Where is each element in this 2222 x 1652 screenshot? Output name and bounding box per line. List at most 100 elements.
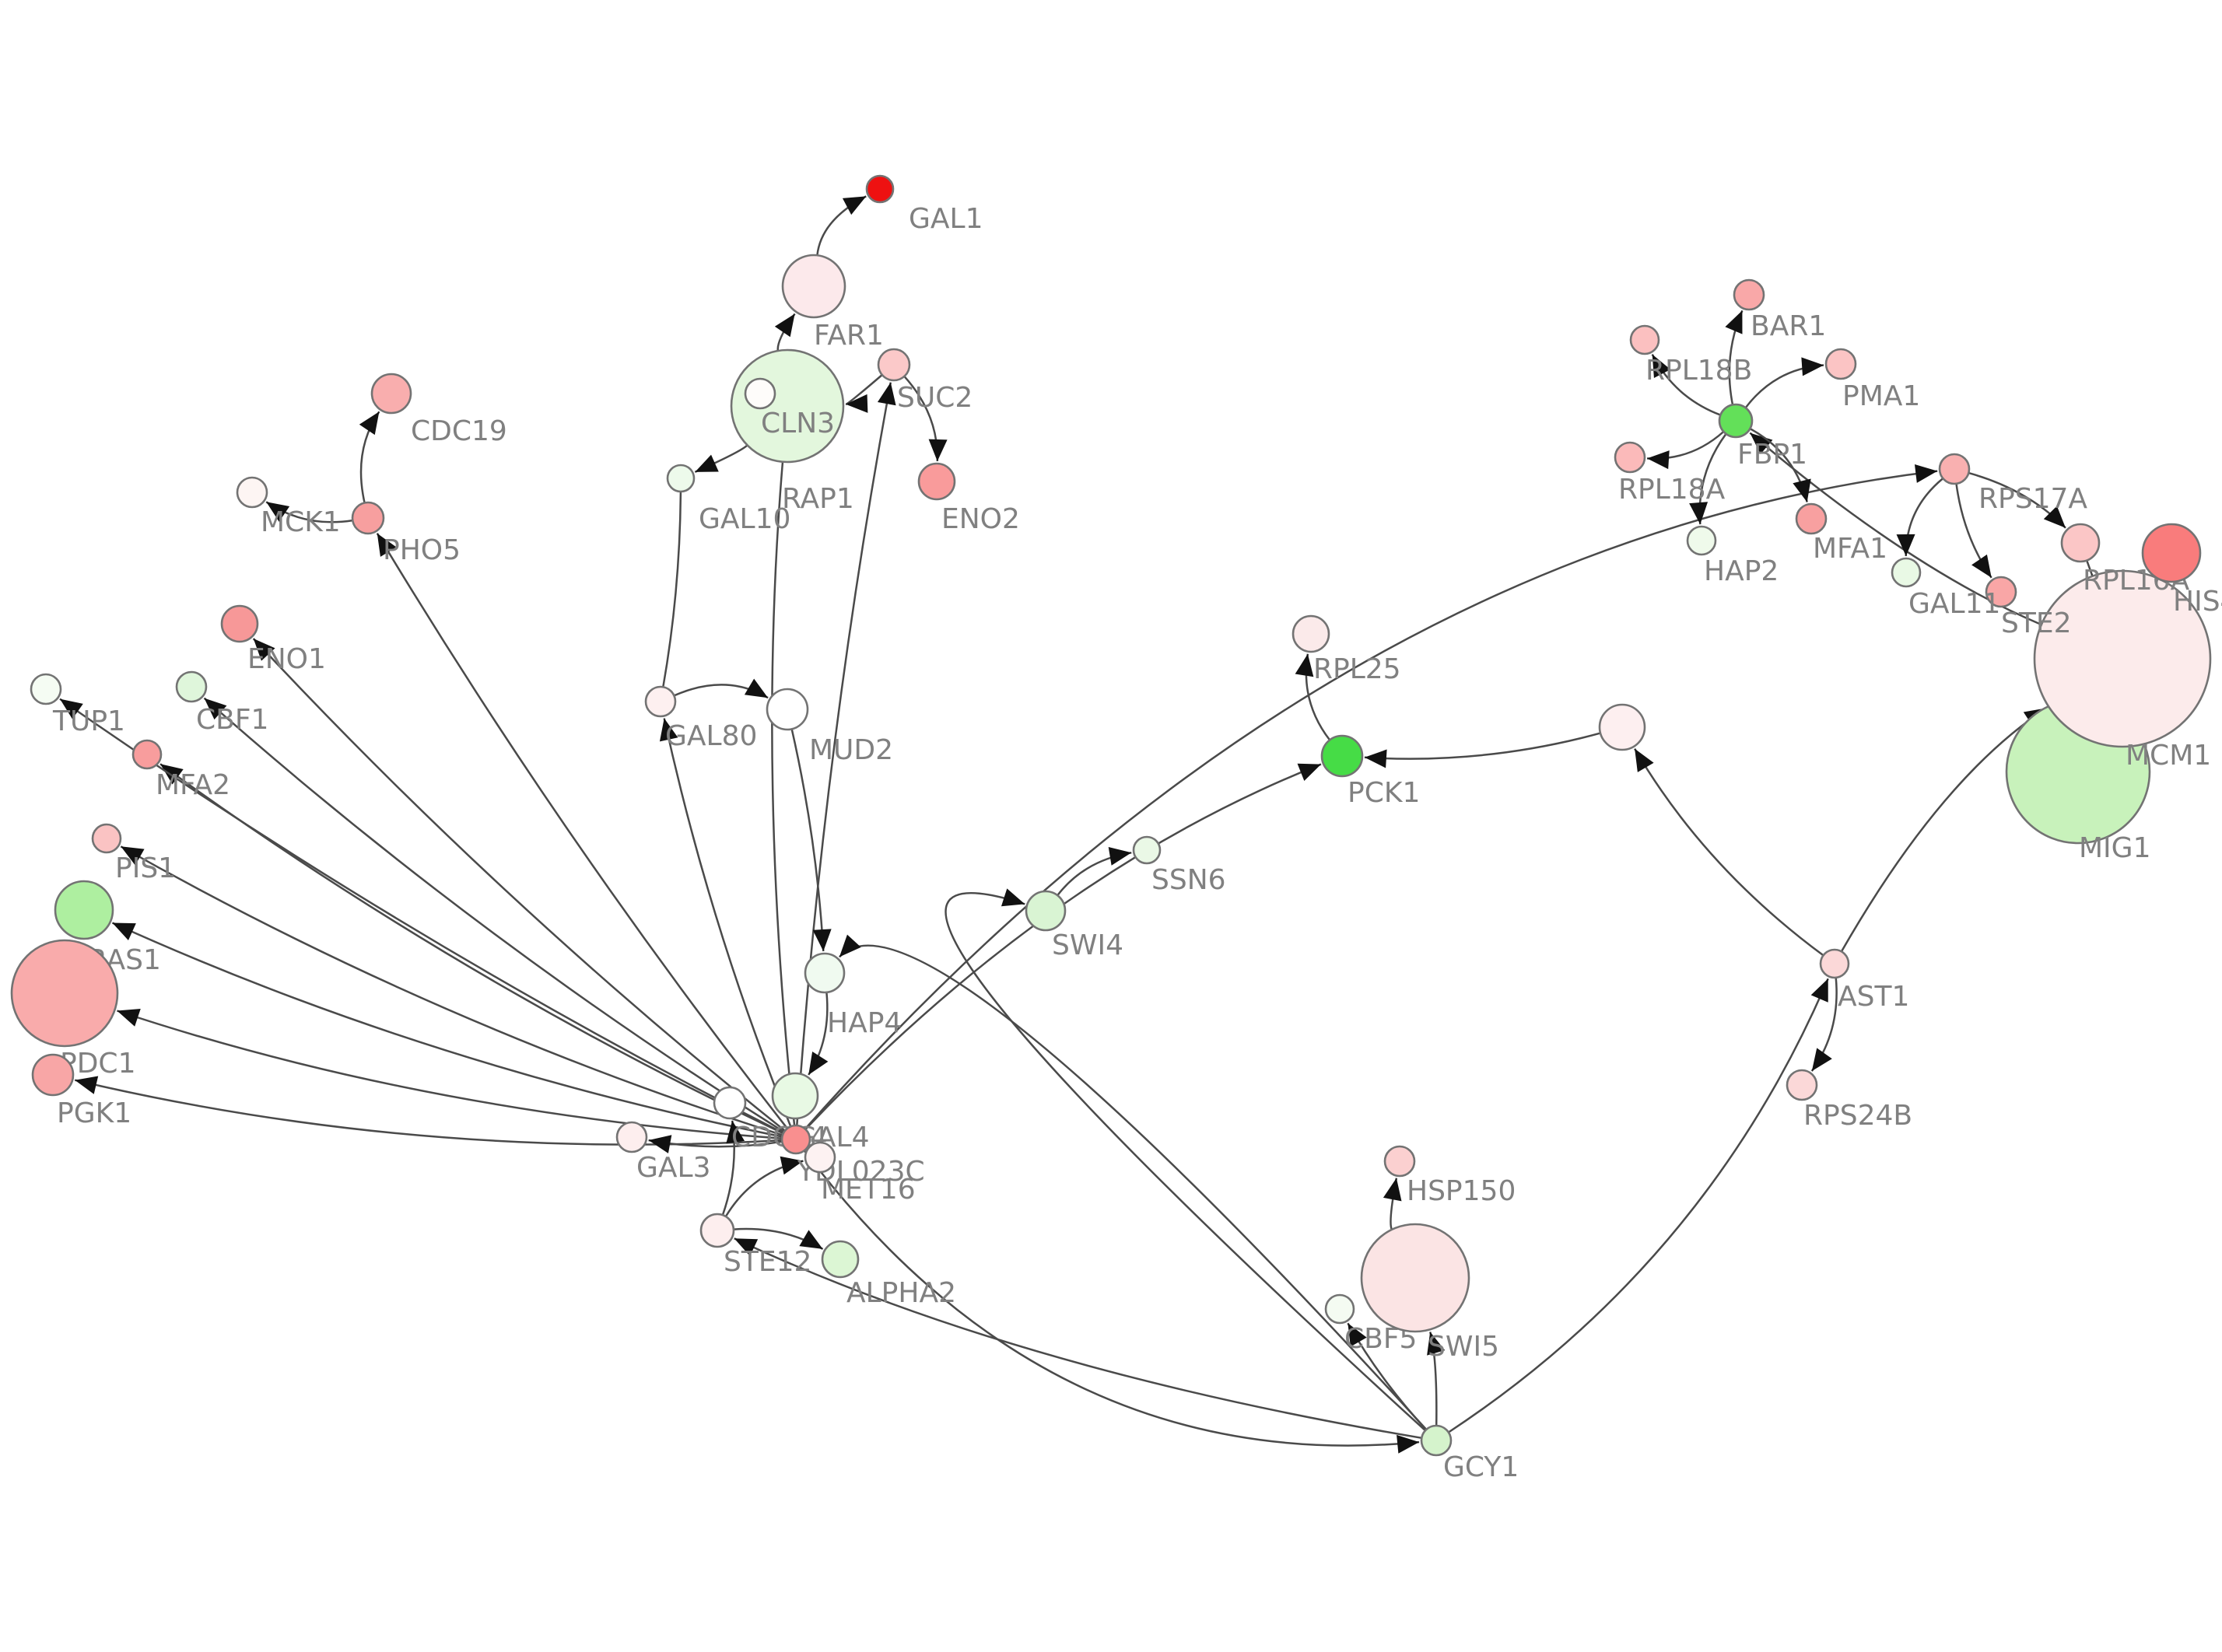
edge-RPS17A-GAL11[interactable] xyxy=(1896,478,1944,557)
edge-YDL023C-PDC1[interactable] xyxy=(117,1008,783,1139)
node-BAR1[interactable] xyxy=(1733,278,1765,311)
edge-FBP1-HAP2[interactable] xyxy=(1689,433,1727,525)
node-unlabeled[interactable] xyxy=(1598,703,1646,751)
node-SWI5[interactable] xyxy=(1360,1223,1470,1333)
node-YDL023C[interactable] xyxy=(780,1124,811,1155)
edge-FBP1-MFA1[interactable] xyxy=(1749,428,1811,502)
edge-RPS17A-RPL16A[interactable] xyxy=(1968,471,2066,529)
node-STE2[interactable] xyxy=(1985,576,2017,608)
edge-GCY1-SWI5[interactable] xyxy=(1427,1332,1446,1426)
edge-FAR1-GAL1[interactable] xyxy=(816,195,867,256)
edge-STE12-CDC24[interactable] xyxy=(721,1120,745,1216)
node-ENO1[interactable] xyxy=(220,604,259,643)
node-MET16[interactable] xyxy=(804,1141,836,1174)
node-GAL11[interactable] xyxy=(1891,557,1922,588)
node-PDC1[interactable] xyxy=(10,939,119,1048)
node-RAP1[interactable] xyxy=(730,348,845,464)
node-RPS17A[interactable] xyxy=(1938,453,1971,485)
edge-STE12-ALPHA2[interactable] xyxy=(733,1227,824,1250)
node-MCM1[interactable] xyxy=(2033,569,2212,748)
edge-YDL023C-ENO1[interactable] xyxy=(252,638,786,1132)
node-HAP2[interactable] xyxy=(1686,525,1717,556)
node-FAR1[interactable] xyxy=(781,254,846,319)
edge-SWI4-SSN6[interactable] xyxy=(1057,847,1132,896)
node-RPL18B[interactable] xyxy=(1629,324,1660,355)
node-GAL3[interactable] xyxy=(615,1121,648,1153)
edge-AST1-RPS24B[interactable] xyxy=(1810,977,1838,1072)
node-PIS1[interactable] xyxy=(91,823,122,854)
node-CBF5[interactable] xyxy=(1324,1293,1355,1325)
edge-GAL80-GAL10[interactable] xyxy=(662,491,682,688)
node-MFA1[interactable] xyxy=(1795,502,1828,535)
edge-FBP1-PMA1[interactable] xyxy=(1744,357,1824,408)
node-CDC19[interactable] xyxy=(370,373,412,415)
edge-GCY1-HAP4[interactable] xyxy=(838,934,1428,1430)
node-RPL18A[interactable] xyxy=(1614,441,1646,474)
node-ALPHA2[interactable] xyxy=(821,1240,860,1279)
node-SSN6[interactable] xyxy=(1132,835,1162,865)
node-GAL4[interactable] xyxy=(771,1072,819,1120)
node-GAL80[interactable] xyxy=(644,685,677,718)
node-GAL10[interactable] xyxy=(666,464,696,493)
edge-FBP1-RPL18B[interactable] xyxy=(1651,354,1721,416)
node-STE12[interactable] xyxy=(699,1213,735,1248)
node-ENO2[interactable] xyxy=(917,462,956,501)
node-CLN3[interactable] xyxy=(744,377,776,410)
node-RPL25[interactable] xyxy=(1291,614,1330,653)
node-MFA2[interactable] xyxy=(131,739,163,770)
edge-MUD2-HAP4[interactable] xyxy=(790,729,832,952)
node-PHO5[interactable] xyxy=(351,501,385,535)
edge-YDL023C-RAP1[interactable] xyxy=(771,461,796,1126)
node-PGK1[interactable] xyxy=(31,1053,75,1097)
edge-FBP1-RPL18A[interactable] xyxy=(1646,431,1725,470)
edge-GCY1-STE12[interactable] xyxy=(734,1237,1422,1440)
edge-SUC2-RAP1[interactable] xyxy=(845,374,883,413)
edge-NODE2-PCK1[interactable] xyxy=(1364,732,1601,768)
node-GCY1[interactable] xyxy=(1420,1424,1453,1457)
edge-YDL023C-MFA2[interactable] xyxy=(159,763,784,1135)
node-HSP150[interactable] xyxy=(1383,1145,1416,1178)
edge-SWI5-HSP150[interactable] xyxy=(1383,1178,1402,1230)
edge-YDL023C-GAL3[interactable] xyxy=(648,1135,783,1153)
node-MUD2[interactable] xyxy=(766,688,809,731)
edge-YDL023C-SUC2[interactable] xyxy=(796,382,896,1126)
edge-AST1-MCM1[interactable] xyxy=(1840,707,2048,953)
edge-STE12-MET16[interactable] xyxy=(724,1156,804,1217)
edge-YDL023C-RPS17A[interactable] xyxy=(804,464,1938,1130)
node-HAP4[interactable] xyxy=(804,952,846,994)
node-CBF1[interactable] xyxy=(175,670,208,703)
node-PMA1[interactable] xyxy=(1824,348,1857,380)
node-PCK1[interactable] xyxy=(1320,734,1364,778)
node-CDC24[interactable] xyxy=(713,1086,747,1120)
edge-YDL023C-PHO5[interactable] xyxy=(376,533,788,1129)
node-SUC2[interactable] xyxy=(877,348,911,382)
node-RAS1[interactable] xyxy=(54,880,114,940)
edge-YDL023C-TUP1[interactable] xyxy=(59,698,784,1135)
node-GAL1[interactable] xyxy=(865,174,895,204)
edge-PHO5-CDC19[interactable] xyxy=(359,411,380,503)
node-TUP1[interactable] xyxy=(30,673,62,705)
edge-YDL023C-GAL80[interactable] xyxy=(659,718,792,1127)
edge-YDL023C-RAS1[interactable] xyxy=(111,922,783,1138)
edge-RAP1-GAL10[interactable] xyxy=(694,444,748,474)
edge-PHO5-MCK1[interactable] xyxy=(265,501,353,523)
edge-FBP1-BAR1[interactable] xyxy=(1725,310,1744,405)
edge-GAL80-MUD2[interactable] xyxy=(673,678,769,699)
node-SWI4[interactable] xyxy=(1025,890,1067,932)
edge-YDL023C-GCY1[interactable] xyxy=(803,1150,1420,1454)
edge-SUC2-ENO2[interactable] xyxy=(903,376,948,462)
edge-RAP1-FAR1[interactable] xyxy=(774,313,796,352)
node-FBP1[interactable] xyxy=(1718,403,1754,439)
node-AST1[interactable] xyxy=(1819,948,1850,979)
edge-GCY1-SWI4[interactable] xyxy=(945,888,1426,1432)
node-MCK1[interactable] xyxy=(236,476,268,509)
edge-YDL023C-CBF1[interactable] xyxy=(203,697,785,1133)
edge-AST1-NODE2[interactable] xyxy=(1634,747,1824,957)
edge-RPS17A-STE2[interactable] xyxy=(1955,483,1992,579)
node-RPL16A[interactable] xyxy=(2060,523,2101,563)
edge-YDL023C-PIS1[interactable] xyxy=(120,845,783,1136)
node-HIS4[interactable] xyxy=(2141,523,2202,583)
edge-HAP4-GAL4[interactable] xyxy=(808,992,829,1076)
